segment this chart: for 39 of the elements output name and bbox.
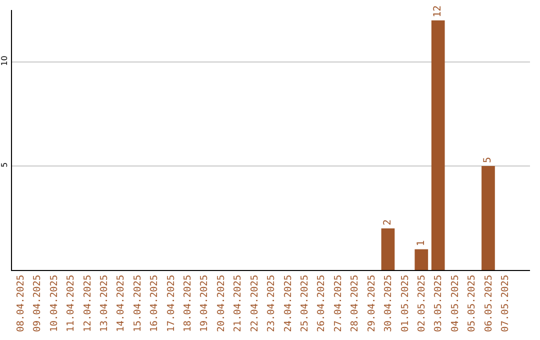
x-tick-label: 05.05.2025 [466, 274, 478, 332]
x-tick-label: 03.05.2025 [433, 274, 444, 332]
x-tick-label: 26.04.2025 [316, 274, 328, 332]
data-label: 1 [416, 240, 427, 246]
x-tick-label: 15.04.2025 [132, 274, 144, 332]
x-tick-label: 07.05.2025 [500, 274, 512, 332]
x-tick-label: 14.04.2025 [116, 274, 127, 332]
x-tick-label: 16.04.2025 [149, 274, 160, 332]
bar [414, 249, 428, 270]
x-tick-label: 08.04.2025 [15, 274, 26, 332]
x-tick-label: 19.04.2025 [199, 274, 210, 332]
data-label: 5 [482, 156, 494, 163]
x-tick-label: 17.04.2025 [166, 274, 177, 332]
bar [381, 228, 395, 270]
x-tick-label: 09.04.2025 [32, 274, 44, 332]
x-tick-label: 25.04.2025 [300, 274, 311, 332]
x-tick-label: 18.04.2025 [182, 274, 194, 332]
x-tick-label: 23.04.2025 [266, 274, 278, 332]
x-tick-label: 02.05.2025 [416, 274, 428, 332]
x-tick-label: 04.05.2025 [450, 274, 461, 332]
x-tick-label: 24.04.2025 [282, 274, 294, 332]
x-tick-label: 21.04.2025 [232, 274, 244, 332]
data-label: 12 [432, 5, 444, 18]
x-tick-label: 30.04.2025 [383, 274, 394, 332]
x-tick-label: 20.04.2025 [216, 274, 227, 332]
bar [482, 166, 495, 270]
bar [431, 20, 445, 270]
data-label: 2 [382, 219, 394, 226]
y-tick-label: 10 [0, 56, 9, 66]
x-tick-label: 11.04.2025 [66, 274, 77, 332]
x-tick-label: 13.04.2025 [98, 274, 110, 332]
x-tick-label: 06.05.2025 [483, 274, 494, 332]
x-tick-label: 10.04.2025 [48, 274, 60, 332]
x-tick-label: 29.04.2025 [366, 274, 378, 332]
x-tick-label: 28.04.2025 [350, 274, 361, 332]
x-tick-label: 12.04.2025 [82, 274, 94, 332]
x-tick-label: 01.05.2025 [400, 274, 411, 332]
x-tick-label: 22.04.2025 [249, 274, 260, 332]
x-tick-label: 27.04.2025 [332, 274, 344, 332]
